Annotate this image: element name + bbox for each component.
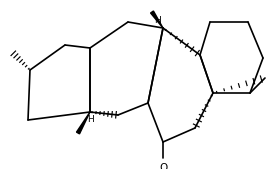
- Polygon shape: [76, 112, 90, 134]
- Text: O: O: [159, 163, 167, 169]
- Text: H: H: [154, 16, 161, 25]
- Polygon shape: [151, 11, 163, 28]
- Text: H: H: [87, 115, 93, 124]
